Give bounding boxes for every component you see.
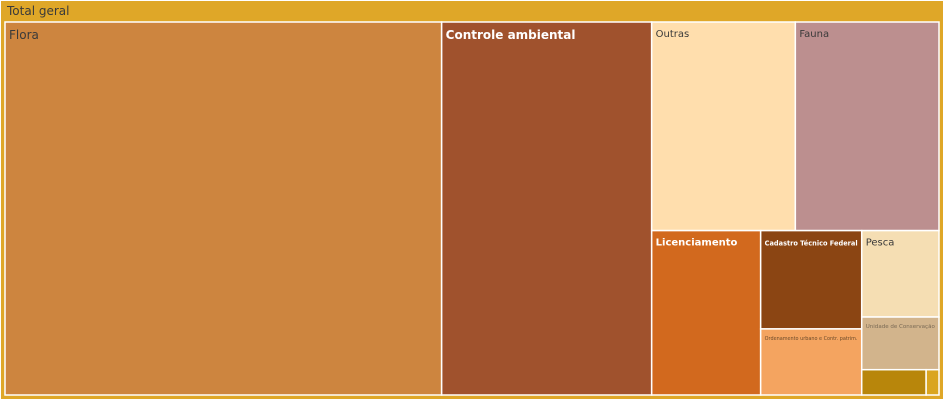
- treemap-root-label: Total geral: [6, 4, 69, 18]
- treemap-label-controle-ambiental: Controle ambiental: [446, 28, 576, 42]
- treemap-tile-cadastro-tecnico-federal[interactable]: [759, 229, 863, 330]
- treemap-tile-unlabeled-10[interactable]: [925, 368, 940, 396]
- treemap-tile-fauna[interactable]: [794, 21, 940, 232]
- treemap-tile-licenciamento[interactable]: [650, 229, 762, 396]
- treemap-label-flora: Flora: [9, 28, 39, 42]
- treemap-label-pesca: Pesca: [866, 238, 895, 249]
- treemap-tile-unlabeled-9[interactable]: [860, 368, 927, 396]
- treemap-label-cadastro-tecnico-federal: Cadastro Técnico Federal: [765, 240, 858, 248]
- treemap-tile-flora[interactable]: [4, 21, 443, 396]
- treemap-label-unidade-de-conservacao: Unidade de Conservação: [866, 324, 936, 330]
- treemap-tile-pesca[interactable]: [860, 229, 940, 318]
- treemap-label-ordenamento-urbano-e-contr-patrim: Ordenamento urbano e Contr. patrim.: [765, 336, 858, 342]
- treemap-tile-ordenamento-urbano-e-contr-patrim[interactable]: [759, 328, 863, 396]
- treemap-label-fauna: Fauna: [799, 29, 829, 40]
- treemap-tile-controle-ambiental[interactable]: [440, 21, 653, 396]
- treemap-label-licenciamento: Licenciamento: [656, 238, 738, 249]
- treemap-tile-outras[interactable]: [650, 21, 797, 232]
- treemap-label-outras: Outras: [656, 29, 690, 40]
